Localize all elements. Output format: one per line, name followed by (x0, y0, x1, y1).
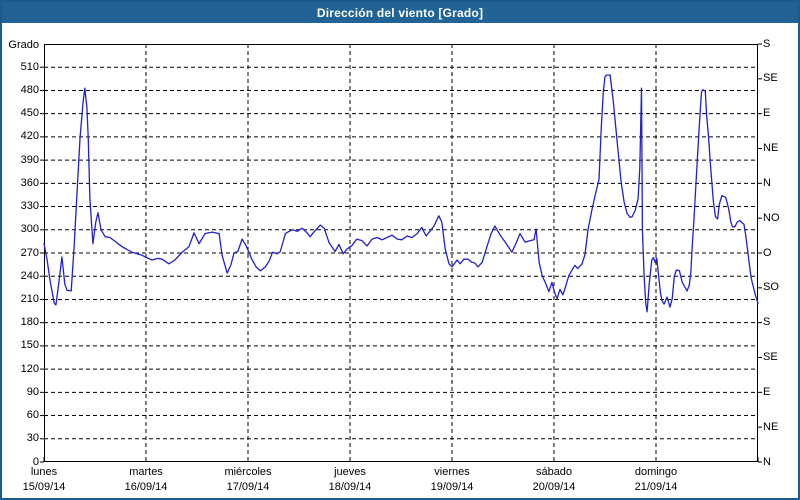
y-tick-label: 450 (20, 107, 39, 120)
x-day-label: sábado (535, 466, 573, 478)
x-date-label: 20/09/14 (532, 481, 576, 493)
x-day-label: miércoles (224, 466, 272, 478)
y-tick-label: 0 (32, 455, 39, 468)
y-tick-label: 90 (26, 385, 39, 398)
compass-tick-label: O (763, 246, 772, 259)
compass-tick-label: NO (763, 211, 780, 224)
y-tick-label: 510 (20, 60, 39, 73)
y-tick-label: 210 (20, 292, 39, 305)
title-bar: Dirección del viento [Grado] (2, 2, 798, 23)
plot-border (44, 44, 758, 462)
x-date-label: 18/09/14 (328, 481, 372, 493)
y-tick-label: 390 (20, 153, 39, 166)
compass-tick-label: SO (763, 281, 779, 294)
x-day-label: lunes (30, 466, 58, 478)
x-date-label: 21/09/14 (634, 481, 678, 493)
x-date-label: 15/09/14 (22, 481, 66, 493)
y-tick-label: 30 (26, 432, 39, 445)
compass-tick-label: SE (763, 351, 778, 363)
y-tick-label: 180 (20, 316, 39, 329)
x-day-label: jueves (334, 466, 366, 478)
y-tick-label: 60 (26, 409, 39, 422)
y-tick-label: 360 (20, 176, 39, 189)
compass-tick-label: NE (763, 420, 779, 433)
wind-direction-plot (40, 43, 762, 463)
y-tick-label: 300 (20, 223, 39, 236)
compass-tick-label: S (763, 37, 771, 50)
x-date-label: 17/09/14 (226, 481, 270, 493)
y-tick-label: 150 (20, 339, 39, 352)
compass-tick-label: S (763, 316, 771, 329)
compass-tick-label: E (763, 385, 771, 398)
y-tick-label: 240 (20, 269, 39, 282)
wind-direction-line (43, 74, 759, 313)
compass-tick-label: E (763, 107, 771, 120)
x-date-label: 19/09/14 (430, 481, 474, 493)
compass-tick-label: NE (763, 142, 779, 154)
compass-tick-label: N (763, 455, 771, 468)
y-axis-unit-label: Grado (8, 39, 39, 51)
window-title: Dirección del viento [Grado] (316, 5, 484, 20)
x-day-label: martes (129, 466, 163, 478)
y-tick-label: 480 (20, 83, 39, 96)
y-tick-label: 420 (20, 130, 39, 143)
y-tick-label: 120 (20, 362, 39, 375)
x-day-label: viernes (434, 466, 470, 478)
compass-tick-label: N (763, 176, 771, 189)
x-day-label: domingo (634, 466, 678, 478)
y-tick-label: 330 (20, 200, 39, 213)
compass-tick-label: SE (763, 72, 778, 85)
x-date-label: 16/09/14 (124, 481, 168, 493)
y-tick-label: 270 (20, 246, 39, 259)
